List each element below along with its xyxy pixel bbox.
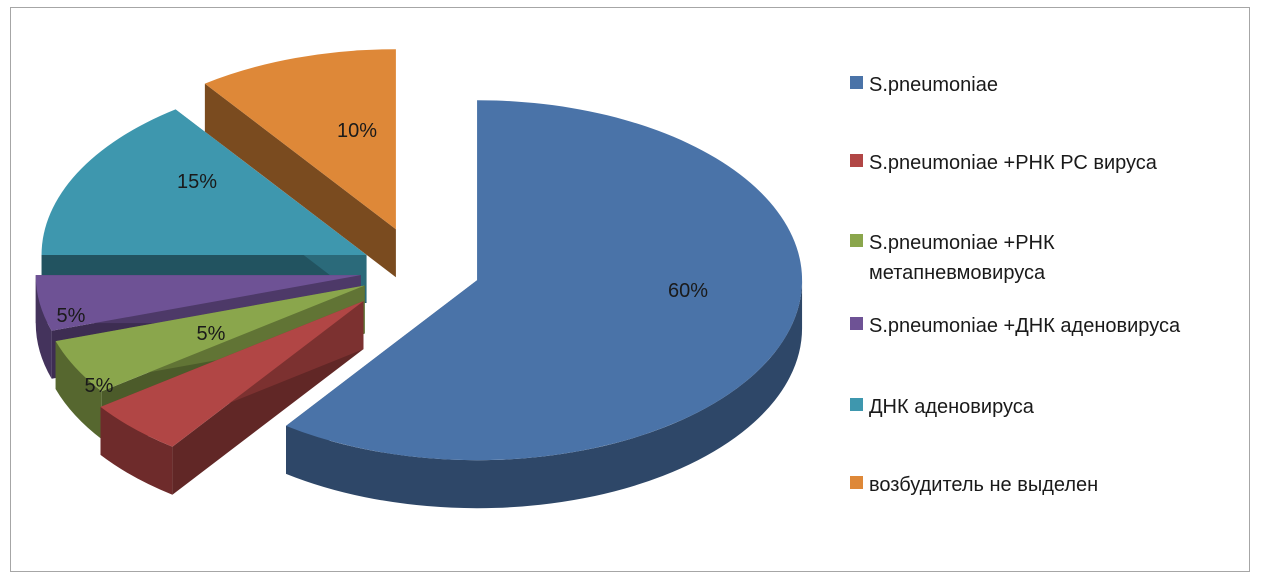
legend-swatch — [850, 476, 863, 489]
legend-item-adenovirus: ДНК аденовируса — [850, 392, 1249, 422]
legend-label: S.pneumoniae +РНК метапневмовируса — [869, 232, 1055, 284]
pie-data-label: 5% — [197, 323, 226, 345]
pie-data-label: 10% — [337, 120, 377, 142]
pie-data-label: 15% — [177, 171, 217, 193]
slice-top-face — [204, 49, 396, 230]
legend-item-metapneumovirus: S.pneumoniae +РНК метапневмовируса — [850, 228, 1249, 288]
legend-swatch — [850, 398, 863, 411]
slice-side-wall — [204, 83, 396, 278]
slice-top-face — [286, 100, 803, 461]
legend-item-s-pneumoniae-adenovirus: S.pneumoniae +ДНК аденовируса — [850, 311, 1249, 341]
slice-outer-wall — [55, 341, 102, 440]
slice-outer-wall — [35, 275, 52, 379]
legend-label: S.pneumoniae — [869, 74, 998, 96]
legend-label: S.pneumoniae +ДНК аденовируса — [869, 315, 1181, 337]
slice-outer-wall — [100, 406, 173, 495]
slice-outer-wall — [286, 280, 803, 509]
slice-top-face — [55, 285, 365, 392]
legend-item-not-identified: возбудитель не выделен — [850, 470, 1249, 500]
slice-top-face — [35, 275, 361, 331]
legend-swatch — [850, 234, 863, 247]
chart-legend: S.pneumoniae S.pneumoniae +РНК РС вируса… — [850, 0, 1250, 579]
legend-item-rs-virus: S.pneumoniae +РНК РС вируса — [850, 148, 1249, 178]
legend-swatch — [850, 317, 863, 330]
pie-data-label: 60% — [668, 280, 708, 302]
legend-label: ДНК аденовируса — [869, 396, 1034, 418]
pie-slice-1 — [100, 301, 364, 495]
legend-swatch — [850, 76, 863, 89]
pie-slice-5 — [204, 49, 396, 278]
legend-label: S.pneumoniae +РНК РС вируса — [869, 152, 1157, 174]
slice-top-face — [41, 109, 367, 256]
legend-item-s-pneumoniae: S.pneumoniae — [850, 70, 1249, 100]
legend-swatch — [850, 154, 863, 167]
pie-data-label: 5% — [57, 305, 86, 327]
pie-data-label: 5% — [85, 375, 114, 397]
legend-label: возбудитель не выделен — [869, 474, 1099, 496]
slice-top-face — [100, 301, 364, 447]
pie-slice-0 — [286, 100, 803, 509]
